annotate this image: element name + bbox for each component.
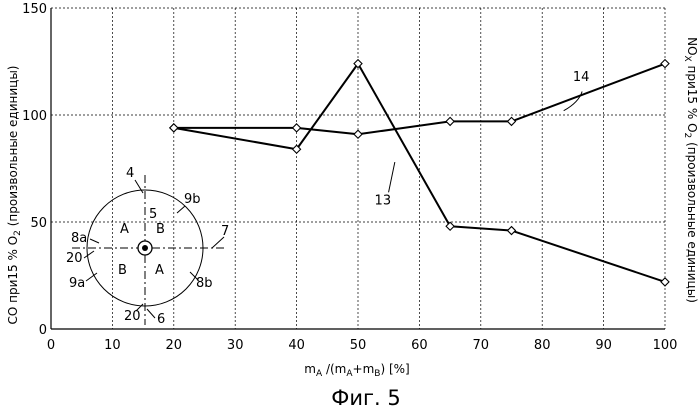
ref-8b: 8b [196,276,213,291]
x-tick-label: 50 [350,338,367,353]
series-refs: 13 14 [375,70,590,209]
y-tick-label: 50 [30,216,47,231]
ref-9a-leader [86,273,97,281]
x-tick-label: 20 [166,338,183,353]
quadrant-a-lower: A [155,263,164,278]
x-tick-label: 90 [595,338,612,353]
series-14-label: 14 [573,70,590,85]
ref-20-left-leader [84,251,94,258]
quadrant-a-upper: A [120,222,129,237]
y-tick-label: 150 [22,2,47,17]
ref-7: 7 [221,224,229,239]
ref-8a: 8a [71,231,87,246]
x-tick-label: 80 [534,338,551,353]
y-axis-title-right: NOX при15 % O2 (произвольные единицы) [682,37,698,303]
x-tick-label: 10 [104,338,121,353]
x-tick-label: 70 [473,338,490,353]
x-axis-title: mA /(mA+mB) [%] [304,362,409,379]
x-tick-label: 30 [227,338,244,353]
series-14-line [174,64,665,135]
x-tick-label: 60 [411,338,428,353]
ref-8a-leader [90,239,99,243]
ref-9b-leader [177,206,185,213]
ref-5: 5 [149,207,157,222]
ref-20-bottom: 20 [124,309,141,324]
series-13-leader [389,162,395,192]
ref-6-leader [147,309,155,318]
x-tick-label: 40 [288,338,305,353]
series-13-point [446,222,454,230]
series-14-point [446,117,454,125]
ref-7-leader [212,237,224,248]
quadrant-b-lower: B [118,263,127,278]
ref-6: 6 [157,312,165,327]
series-14-point [293,124,301,132]
x-tick-label: 0 [47,338,55,353]
figure-caption: Фиг. 5 [331,386,400,410]
ref-4: 4 [126,166,134,181]
ref-9b: 9b [184,192,201,207]
x-tick-label: 100 [653,338,678,353]
series-13-label: 13 [375,194,392,209]
grid [51,8,665,329]
y-tick-label: 100 [22,109,47,124]
ref-9a: 9a [69,276,85,291]
burner-inset: A B B A 4 5 9b 7 8a 20 9a 8b 20 6 [66,166,229,327]
quadrant-b-upper: B [156,222,165,237]
ref-20-left: 20 [66,251,83,266]
series-14-point [354,130,362,138]
series-14-point [508,117,516,125]
burner-center-dot [142,245,148,251]
y-tick-label: 0 [39,323,47,338]
series-14-point [170,124,178,132]
series-13-point [508,227,516,235]
y-axis-title-left: CO при15 % O2 (произвольные единицы) [6,66,23,325]
series-14-point [661,60,669,68]
series-13-point [661,278,669,286]
